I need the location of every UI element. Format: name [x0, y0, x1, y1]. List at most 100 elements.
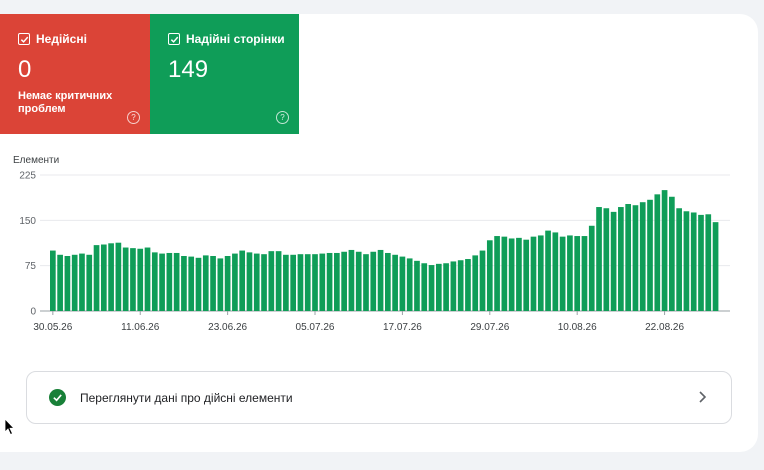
- chart-bar[interactable]: [283, 254, 289, 311]
- chart-bar[interactable]: [567, 235, 573, 311]
- index-status-card: Недійсні 0 Немає критичних проблем ? Над…: [0, 14, 758, 452]
- chart-bar[interactable]: [268, 251, 275, 311]
- chart-bar[interactable]: [115, 242, 122, 311]
- chart-bar[interactable]: [392, 254, 398, 311]
- chart-bar[interactable]: [50, 250, 56, 311]
- chart-bar[interactable]: [341, 251, 347, 311]
- chart-bar[interactable]: [100, 244, 107, 311]
- chart-bar[interactable]: [552, 232, 559, 311]
- chart-bar[interactable]: [654, 194, 661, 311]
- chart-bar[interactable]: [312, 254, 318, 311]
- help-icon[interactable]: ?: [127, 111, 140, 124]
- chart-bar[interactable]: [618, 207, 624, 311]
- chart-bar[interactable]: [297, 254, 304, 311]
- chart-bar[interactable]: [210, 256, 216, 311]
- chart-bar[interactable]: [275, 251, 282, 311]
- chart-bar[interactable]: [647, 199, 653, 311]
- chart-bar[interactable]: [443, 263, 449, 311]
- chart-bar[interactable]: [486, 240, 493, 311]
- chart-bar[interactable]: [79, 253, 85, 311]
- chart-bar[interactable]: [108, 243, 114, 311]
- chart-bar[interactable]: [93, 245, 100, 311]
- chart-bar[interactable]: [457, 260, 464, 311]
- chart-bar[interactable]: [545, 230, 551, 311]
- chart-bar[interactable]: [559, 236, 566, 311]
- chart-bar[interactable]: [581, 236, 588, 311]
- chart-bar[interactable]: [348, 249, 355, 311]
- chart-bar[interactable]: [130, 248, 136, 311]
- chart-bar[interactable]: [71, 254, 78, 311]
- chart-bar[interactable]: [698, 214, 704, 311]
- chart-bar[interactable]: [181, 256, 187, 311]
- chart-bar[interactable]: [355, 251, 362, 311]
- chart-bar[interactable]: [151, 252, 158, 311]
- chart-bar[interactable]: [377, 249, 384, 311]
- chart-bar[interactable]: [326, 252, 333, 311]
- chart-bar[interactable]: [414, 260, 420, 311]
- chart-bar[interactable]: [159, 253, 165, 311]
- chart-bar[interactable]: [122, 247, 129, 311]
- chart-bar[interactable]: [239, 250, 246, 311]
- chart-bar[interactable]: [385, 252, 391, 311]
- chart-bar[interactable]: [319, 253, 326, 311]
- chart-bar[interactable]: [334, 252, 340, 311]
- chart-bar[interactable]: [435, 263, 442, 311]
- chart-bar[interactable]: [625, 204, 632, 311]
- chart-bar[interactable]: [465, 259, 471, 311]
- chart-bar[interactable]: [676, 208, 682, 311]
- chart-bar[interactable]: [217, 258, 224, 311]
- invalid-tile[interactable]: Недійсні 0 Немає критичних проблем ?: [0, 14, 150, 134]
- chart-bar[interactable]: [399, 256, 406, 311]
- chart-bar[interactable]: [188, 256, 195, 311]
- chart-bar[interactable]: [202, 255, 209, 311]
- chart-bar[interactable]: [57, 254, 63, 311]
- chart-bar[interactable]: [450, 261, 457, 311]
- chart-bar[interactable]: [516, 237, 522, 311]
- valid-tile[interactable]: Надійні сторінки 149 ?: [150, 14, 299, 134]
- chart-bar[interactable]: [661, 190, 668, 311]
- chart-bar[interactable]: [421, 263, 428, 311]
- chart-bar[interactable]: [224, 256, 231, 311]
- chart-bar[interactable]: [166, 252, 173, 311]
- chart-bar[interactable]: [406, 258, 413, 311]
- chart-bar[interactable]: [494, 236, 500, 311]
- chart-bar[interactable]: [610, 211, 617, 311]
- chart-bar[interactable]: [246, 252, 253, 311]
- chart-bar[interactable]: [632, 205, 639, 311]
- chart-bar[interactable]: [86, 254, 93, 311]
- chart-bar[interactable]: [479, 250, 486, 311]
- help-icon[interactable]: ?: [276, 111, 289, 124]
- chart-bar[interactable]: [64, 256, 71, 311]
- chart-bar[interactable]: [683, 211, 690, 311]
- chart-bar[interactable]: [173, 252, 180, 311]
- chart-bar[interactable]: [705, 214, 712, 311]
- chart-bar[interactable]: [370, 251, 377, 311]
- checkbox-checked-icon[interactable]: [168, 33, 180, 45]
- chart-bar[interactable]: [363, 254, 369, 311]
- chart-bar[interactable]: [669, 196, 675, 311]
- chart-bar[interactable]: [530, 236, 537, 311]
- chart-bar[interactable]: [588, 225, 595, 311]
- chart-bar[interactable]: [508, 238, 515, 311]
- chart-bar[interactable]: [232, 253, 238, 311]
- chart-bar[interactable]: [537, 235, 544, 311]
- chart-bar[interactable]: [501, 236, 508, 311]
- view-valid-items-row[interactable]: Переглянути дані про дійсні елементи: [26, 371, 732, 424]
- chart-bar[interactable]: [304, 254, 311, 311]
- chart-bar[interactable]: [603, 208, 610, 311]
- chart-bar[interactable]: [596, 207, 602, 311]
- chart-bar[interactable]: [253, 253, 260, 311]
- chart-bar[interactable]: [290, 254, 297, 311]
- chart-bar[interactable]: [261, 254, 267, 311]
- chart-bar[interactable]: [523, 239, 530, 311]
- chart-bar[interactable]: [472, 255, 479, 311]
- chart-bar[interactable]: [574, 236, 581, 311]
- chart-bar[interactable]: [690, 212, 697, 311]
- chart-bar[interactable]: [428, 265, 435, 311]
- chart-bar[interactable]: [144, 247, 151, 311]
- chart-bar[interactable]: [195, 257, 202, 311]
- chart-bar[interactable]: [712, 222, 719, 311]
- chart-bar[interactable]: [137, 248, 144, 311]
- checkbox-checked-icon[interactable]: [18, 33, 30, 45]
- chart-bar[interactable]: [639, 202, 646, 311]
